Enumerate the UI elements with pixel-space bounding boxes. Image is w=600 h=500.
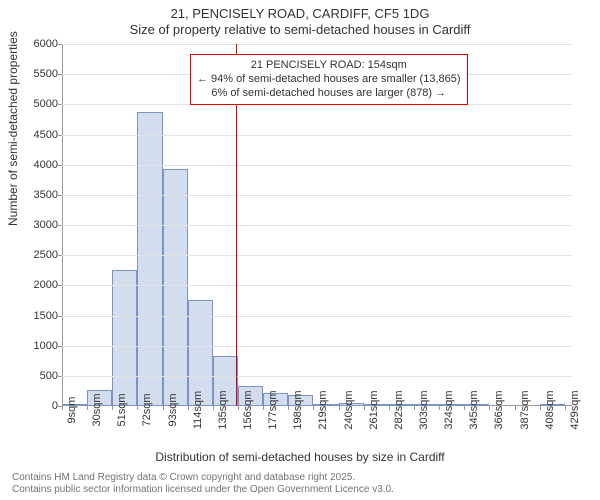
y-tick-label: 5500 — [18, 68, 58, 80]
gridline — [62, 316, 572, 317]
x-tick-label: 387sqm — [519, 390, 531, 429]
gridline — [62, 225, 572, 226]
histogram-bar — [112, 270, 137, 406]
y-tick-label: 0 — [18, 400, 58, 412]
y-tick-mark — [58, 135, 62, 136]
x-tick-mark — [213, 406, 214, 410]
footer-line1: Contains HM Land Registry data © Crown c… — [12, 472, 394, 484]
y-tick-mark — [58, 316, 62, 317]
histogram-chart: 21, PENCISELY ROAD, CARDIFF, CF5 1DG Siz… — [0, 0, 600, 500]
y-tick-label: 1500 — [18, 310, 58, 322]
x-axis-label: Distribution of semi-detached houses by … — [0, 450, 600, 464]
y-tick-label: 500 — [18, 370, 58, 382]
gridline — [62, 165, 572, 166]
y-tick-mark — [58, 376, 62, 377]
x-tick-mark — [464, 406, 465, 410]
annotation-line3: 6% of semi-detached houses are larger (8… — [197, 87, 461, 101]
x-tick-label: 282sqm — [393, 390, 405, 429]
chart-title-line1: 21, PENCISELY ROAD, CARDIFF, CF5 1DG — [0, 6, 600, 21]
annotation-box: 21 PENCISELY ROAD: 154sqm ← 94% of semi-… — [190, 54, 468, 105]
x-tick-mark — [339, 406, 340, 410]
y-tick-label: 3500 — [18, 189, 58, 201]
y-tick-label: 2500 — [18, 249, 58, 261]
x-tick-label: 72sqm — [141, 393, 153, 426]
x-tick-label: 429sqm — [569, 390, 581, 429]
chart-title-line2: Size of property relative to semi-detach… — [0, 22, 600, 37]
gridline — [62, 285, 572, 286]
gridline — [62, 376, 572, 377]
x-tick-label: 366sqm — [493, 390, 505, 429]
x-tick-mark — [364, 406, 365, 410]
gridline — [62, 44, 572, 45]
y-tick-mark — [58, 74, 62, 75]
x-tick-label: 219sqm — [317, 390, 329, 429]
footer-credits: Contains HM Land Registry data © Crown c… — [12, 472, 394, 496]
x-tick-label: 156sqm — [242, 390, 254, 429]
y-tick-mark — [58, 255, 62, 256]
x-tick-mark — [263, 406, 264, 410]
x-tick-label: 114sqm — [192, 391, 204, 429]
x-tick-label: 51sqm — [116, 393, 128, 426]
x-tick-label: 135sqm — [217, 390, 229, 429]
x-tick-label: 345sqm — [468, 390, 480, 429]
y-tick-mark — [58, 104, 62, 105]
x-tick-mark — [389, 406, 390, 410]
x-tick-mark — [288, 406, 289, 410]
x-tick-mark — [439, 406, 440, 410]
annotation-line1: 21 PENCISELY ROAD: 154sqm — [197, 59, 461, 73]
y-tick-label: 5000 — [18, 98, 58, 110]
x-tick-mark — [515, 406, 516, 410]
x-tick-mark — [238, 406, 239, 410]
x-tick-label: 93sqm — [167, 393, 179, 426]
x-tick-mark — [188, 406, 189, 410]
y-tick-mark — [58, 44, 62, 45]
x-tick-mark — [313, 406, 314, 410]
y-tick-label: 4000 — [18, 159, 58, 171]
x-tick-label: 303sqm — [418, 390, 430, 429]
x-tick-mark — [489, 406, 490, 410]
histogram-bar — [163, 169, 188, 406]
x-tick-mark — [540, 406, 541, 410]
x-tick-label: 30sqm — [91, 393, 103, 426]
x-tick-label: 9sqm — [66, 397, 78, 424]
x-tick-label: 198sqm — [292, 390, 304, 429]
x-tick-label: 261sqm — [368, 390, 380, 429]
y-tick-mark — [58, 346, 62, 347]
x-tick-label: 408sqm — [544, 390, 556, 429]
x-tick-mark — [112, 406, 113, 410]
gridline — [62, 346, 572, 347]
y-tick-label: 3000 — [18, 219, 58, 231]
y-tick-label: 6000 — [18, 38, 58, 50]
y-tick-label: 1000 — [18, 340, 58, 352]
y-tick-mark — [58, 165, 62, 166]
x-tick-mark — [87, 406, 88, 410]
y-tick-mark — [58, 225, 62, 226]
gridline — [62, 195, 572, 196]
gridline — [62, 135, 572, 136]
gridline — [62, 255, 572, 256]
x-tick-label: 240sqm — [343, 390, 355, 429]
footer-line2: Contains public sector information licen… — [12, 484, 394, 496]
y-tick-label: 2000 — [18, 279, 58, 291]
x-tick-label: 324sqm — [443, 390, 455, 429]
x-tick-label: 177sqm — [267, 390, 279, 429]
x-tick-mark — [62, 406, 63, 410]
histogram-bar — [137, 112, 162, 406]
x-tick-mark — [414, 406, 415, 410]
annotation-line2: ← 94% of semi-detached houses are smalle… — [197, 73, 461, 87]
y-tick-mark — [58, 285, 62, 286]
y-tick-label: 4500 — [18, 129, 58, 141]
x-tick-mark — [163, 406, 164, 410]
x-tick-mark — [137, 406, 138, 410]
y-tick-mark — [58, 195, 62, 196]
x-tick-mark — [565, 406, 566, 410]
